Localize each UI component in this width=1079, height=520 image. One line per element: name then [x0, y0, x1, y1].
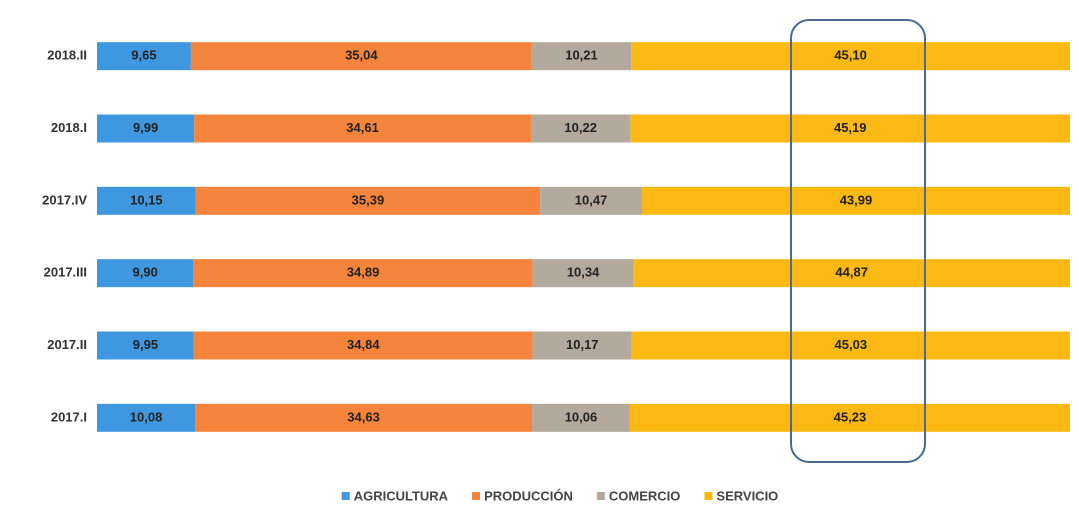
bar-segment: [193, 259, 533, 288]
bar-segment: [532, 259, 634, 288]
bar-segment: [97, 114, 195, 143]
value-label: 9,90: [133, 265, 158, 280]
bar-segment: [195, 186, 541, 215]
value-label: 10,34: [567, 265, 600, 280]
value-label: 35,39: [352, 192, 385, 207]
value-label: 45,23: [834, 409, 867, 424]
value-label: 10,21: [565, 48, 598, 63]
bar-segment: [194, 114, 531, 143]
category-label: 2017.IV: [42, 192, 87, 207]
value-label: 10,06: [565, 409, 598, 424]
legend-label: COMERCIO: [609, 488, 681, 503]
value-label: 44,87: [835, 265, 868, 280]
category-label: 2018.II: [47, 48, 87, 63]
bar-segment: [97, 42, 191, 71]
value-label: 43,99: [840, 192, 873, 207]
category-label: 2017.III: [44, 265, 87, 280]
category-label: 2017.II: [47, 337, 87, 352]
value-label: 34,89: [347, 265, 380, 280]
value-label: 9,65: [131, 48, 156, 63]
bar-segment: [97, 186, 196, 215]
bar-segment: [97, 331, 194, 360]
legend-swatch: [341, 492, 350, 500]
value-label: 45,10: [834, 48, 867, 63]
value-label: 34,63: [347, 409, 380, 424]
category-label: 2017.I: [51, 409, 87, 424]
legend-swatch: [704, 492, 713, 500]
bar-segment: [97, 259, 194, 288]
value-label: 34,61: [346, 120, 379, 135]
bar-segment: [631, 331, 1070, 360]
bar-segment: [530, 114, 631, 143]
bar-segment: [97, 403, 196, 432]
bar-segment: [641, 186, 1070, 215]
bar-segment: [531, 42, 632, 71]
value-label: 35,04: [345, 48, 378, 63]
plot: 2018.II 9,65 35,04 10,21 45,10 2018.I 9,99 34,6…: [42, 42, 1071, 432]
value-label: 45,19: [834, 120, 867, 135]
value-label: 45,03: [835, 337, 868, 352]
value-label: 10,47: [575, 192, 608, 207]
value-label: 9,99: [133, 120, 158, 135]
legend-label: PRODUCCIÓN: [484, 488, 573, 503]
value-label: 10,22: [564, 120, 597, 135]
legend-label: SERVICIO: [716, 488, 778, 503]
bar-segment: [633, 259, 1070, 288]
bar-segment: [629, 403, 1070, 432]
value-label: 10,17: [566, 337, 599, 352]
value-label: 10,08: [130, 409, 163, 424]
bar-segment: [195, 403, 533, 432]
value-label: 9,95: [133, 337, 158, 352]
legend-swatch: [472, 492, 481, 500]
value-label: 10,15: [130, 192, 163, 207]
bar-segment: [630, 114, 1071, 143]
bar-segment: [631, 42, 1070, 71]
legend-swatch: [596, 492, 605, 500]
legend-label: AGRICULTURA: [354, 488, 449, 503]
bar-segment: [540, 186, 642, 215]
bar-segment: [532, 331, 632, 360]
category-label: 2018.I: [51, 120, 87, 135]
bar-segment: [532, 403, 630, 432]
highlight-box: [790, 19, 926, 463]
value-label: 34,84: [347, 337, 380, 352]
bar-segment: [190, 42, 532, 71]
bar-segment: [193, 331, 533, 360]
